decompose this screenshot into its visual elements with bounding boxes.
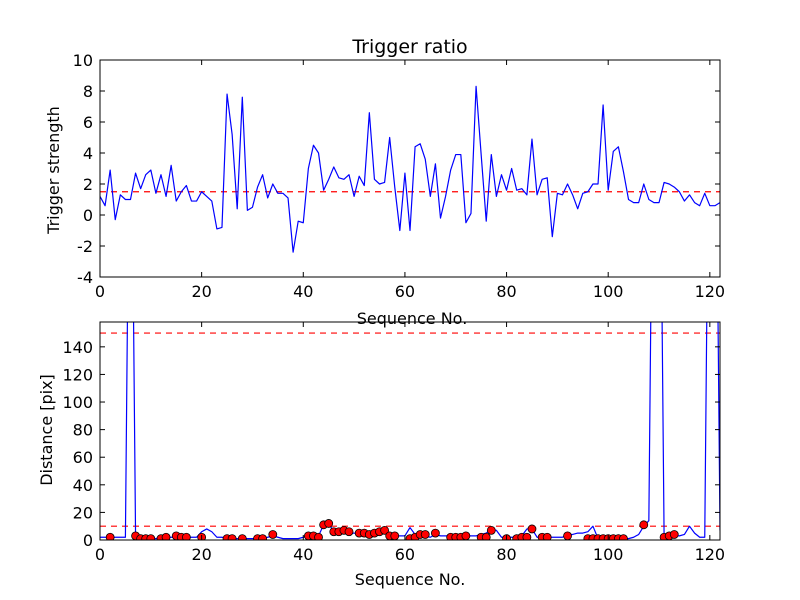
x-tick-label: 40 — [293, 282, 313, 301]
marker-point — [619, 534, 628, 540]
marker-point — [227, 534, 237, 540]
x-tick-label: 80 — [496, 545, 516, 564]
trigger-ratio-plot: Trigger ratio Sequence No. Trigger stren… — [44, 36, 725, 328]
y-tick-label: 0 — [83, 206, 93, 225]
y-tick-label: 4 — [83, 144, 93, 163]
y-tick-label: 60 — [73, 448, 93, 467]
marker-point — [420, 530, 430, 539]
y-tick-label: -2 — [77, 237, 93, 256]
distance-plot: Sequence No. Distance [pix] 0 20 40 60 80 100… — [37, 321, 726, 589]
y-tick-label: 140 — [62, 338, 93, 357]
marker-point — [161, 532, 171, 540]
y-tick-label: 40 — [73, 476, 93, 495]
y-tick-label: 20 — [73, 503, 93, 522]
x-tick-label: 0 — [95, 282, 105, 301]
plot-area-1 — [100, 322, 720, 540]
y-tick-label: 80 — [73, 421, 93, 440]
y-tick-label: 6 — [83, 113, 93, 132]
x-axis-label-top: Sequence No. — [357, 309, 468, 328]
x-tick-label: 20 — [191, 545, 211, 564]
axes-frame-0 — [99, 59, 721, 278]
marker-point — [390, 531, 400, 540]
marker-point — [314, 532, 323, 540]
marker-point — [237, 534, 247, 540]
marker-point — [344, 527, 354, 537]
y-axis-label-trigger-strength: Trigger strength — [44, 106, 63, 235]
marker-point — [461, 531, 471, 540]
y-tick-label: 0 — [83, 531, 93, 550]
x-tick-label: 60 — [395, 282, 415, 301]
x-tick-label: 100 — [593, 545, 624, 564]
x-tick-label: 40 — [293, 545, 313, 564]
x-tick-label: 0 — [95, 545, 105, 564]
y-axis-label-distance: Distance [pix] — [37, 374, 56, 486]
x-tick-label: 120 — [695, 545, 726, 564]
x-tick-label: 120 — [695, 282, 726, 301]
plot-area-0 — [100, 85, 720, 253]
marker-point — [522, 532, 532, 540]
y-tick-label: 2 — [83, 175, 93, 194]
marker-point — [181, 532, 191, 540]
marker-point — [324, 519, 334, 528]
x-tick-label: 100 — [593, 282, 624, 301]
series-line-0 — [100, 322, 720, 540]
marker-point — [542, 532, 552, 540]
marker-point — [105, 532, 115, 540]
marker-point — [639, 520, 649, 530]
x-tick-label: 60 — [395, 545, 415, 564]
y-tick-label: 120 — [62, 365, 93, 384]
series-line-0 — [100, 85, 720, 253]
marker-point — [268, 530, 278, 539]
chart-title-trigger-ratio: Trigger ratio — [351, 36, 467, 58]
marker-point — [146, 534, 156, 540]
marker-point — [258, 534, 268, 540]
marker-point — [380, 525, 389, 535]
y-tick-label: 10 — [73, 51, 93, 70]
x-tick-label: 80 — [496, 282, 516, 301]
x-axis-label-bottom: Sequence No. — [355, 570, 466, 589]
y-tick-label: 8 — [83, 82, 93, 101]
axes-frame-1 — [99, 321, 721, 541]
x-tick-label: 20 — [191, 282, 211, 301]
marker-point — [486, 525, 496, 535]
y-tick-label: -4 — [77, 268, 93, 287]
marker-point — [481, 532, 491, 540]
y-tick-label: 100 — [62, 393, 93, 412]
marker-point — [669, 530, 679, 539]
marker-point — [431, 528, 440, 538]
marker-point — [527, 524, 537, 534]
marker-point — [563, 531, 572, 540]
